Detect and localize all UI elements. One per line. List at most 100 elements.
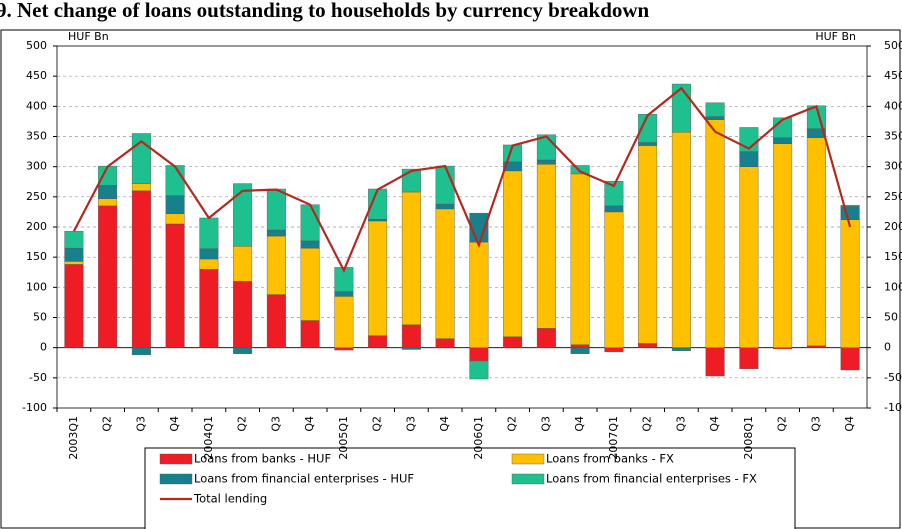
bar-segment	[671, 132, 691, 348]
bar-segment	[401, 191, 421, 325]
bar-segment	[64, 261, 84, 265]
y-tick-label: 500	[26, 39, 47, 52]
bar-segment	[806, 345, 826, 348]
x-tick-label: Q3	[674, 416, 687, 432]
x-tick-label: Q2	[371, 416, 384, 432]
y2-tick-label: -50	[884, 371, 902, 384]
bar-segment	[638, 145, 658, 344]
bar-segment	[638, 343, 658, 348]
bar-segment	[64, 231, 84, 249]
x-tick-label: Q4	[708, 416, 721, 432]
bar-segment	[435, 208, 455, 339]
bar-segment	[98, 205, 118, 348]
x-tick-label: Q3	[269, 416, 282, 432]
bar-segment	[739, 151, 759, 167]
chart-title: 9. Net change of loans outstanding to ho…	[0, 0, 650, 22]
bar-segment	[435, 165, 455, 205]
bar-segment	[98, 185, 118, 199]
bar-segment	[570, 344, 590, 348]
bar-segment	[199, 258, 219, 270]
bar-segment	[469, 347, 489, 362]
x-tick-label: 2003Q1	[67, 416, 80, 460]
bar-segment	[266, 294, 286, 348]
bar-segment	[705, 102, 725, 117]
legend-box	[144, 447, 796, 529]
bar-segment	[165, 165, 185, 196]
bar-segment	[266, 188, 286, 231]
bar-segment	[536, 164, 556, 329]
bar-segment	[503, 170, 523, 338]
bar-segment	[739, 347, 759, 369]
y2-tick-label: -100	[884, 401, 902, 414]
bar-segment	[469, 360, 489, 380]
bar-segment	[300, 320, 320, 348]
bar-segment	[334, 347, 354, 351]
bar-segment	[503, 336, 523, 348]
bar-segment	[233, 246, 253, 282]
bar-segment	[469, 241, 489, 348]
bar-segment	[64, 247, 84, 262]
y-tick-label: 0	[40, 341, 47, 354]
bar-segment	[300, 240, 320, 249]
bar-segment	[604, 347, 624, 353]
bar-segment	[536, 328, 556, 348]
y-tick-label: -50	[29, 371, 47, 384]
bar-segment	[98, 198, 118, 207]
y-tick-label: 350	[26, 130, 47, 143]
x-tick-label: Q4	[303, 416, 316, 432]
bar-segment	[368, 335, 388, 348]
bar-segment	[604, 180, 624, 207]
bar-segment	[165, 223, 185, 348]
bar-segment	[705, 347, 725, 377]
bar-segment	[131, 190, 151, 348]
legend-label: Total lending	[193, 492, 267, 506]
y-tick-label: 400	[26, 99, 47, 112]
y2-tick-label: 50	[884, 311, 898, 324]
bar-segment	[300, 204, 320, 242]
y-tick-label: 100	[26, 280, 47, 293]
bar-segment	[165, 195, 185, 214]
y2-tick-label: 400	[884, 99, 902, 112]
legend-swatch	[159, 453, 193, 465]
x-tick-label: 2004Q1	[202, 416, 215, 460]
x-tick-label: 2005Q1	[337, 416, 350, 460]
y-tick-label: 150	[26, 250, 47, 263]
bar-segment	[266, 235, 286, 295]
bar-segment	[199, 217, 219, 249]
y-tick-label: 50	[33, 311, 47, 324]
bar-segment	[806, 137, 826, 347]
x-tick-label: 2007Q1	[607, 416, 620, 460]
x-tick-label: Q3	[404, 416, 417, 432]
bar-segment	[435, 338, 455, 348]
y-tick-label: 250	[26, 190, 47, 203]
y-unit-left: HUF Bn	[68, 30, 109, 43]
bar-segment	[705, 119, 725, 348]
bar-segment	[368, 218, 388, 222]
bar-segment	[131, 347, 151, 356]
bar-segment	[435, 203, 455, 210]
y-unit-right: HUF Bn	[815, 30, 856, 43]
y2-tick-label: 350	[884, 130, 902, 143]
y2-tick-label: 500	[884, 39, 902, 52]
legend-swatch	[511, 473, 545, 485]
legend-swatch	[511, 453, 545, 465]
x-tick-label: 2006Q1	[472, 416, 485, 460]
bar-segment	[401, 347, 421, 350]
bar-segment	[840, 206, 860, 220]
y2-tick-label: 150	[884, 250, 902, 263]
bar-segment	[840, 205, 860, 207]
bar-segment	[233, 347, 253, 354]
x-tick-label: Q4	[573, 416, 586, 432]
y2-tick-label: 200	[884, 220, 902, 233]
x-tick-label: Q2	[776, 416, 789, 432]
total-line	[72, 86, 852, 274]
bar-segment	[131, 183, 151, 191]
legend-label: Loans from banks - HUF	[194, 452, 331, 466]
legend-label: Loans from financial enterprises - HUF	[194, 472, 414, 486]
bar-segment	[840, 219, 860, 348]
bar-segment	[199, 248, 219, 260]
bar-segment	[233, 281, 253, 348]
y-tick-label: 300	[26, 160, 47, 173]
bar-segment	[233, 183, 253, 247]
